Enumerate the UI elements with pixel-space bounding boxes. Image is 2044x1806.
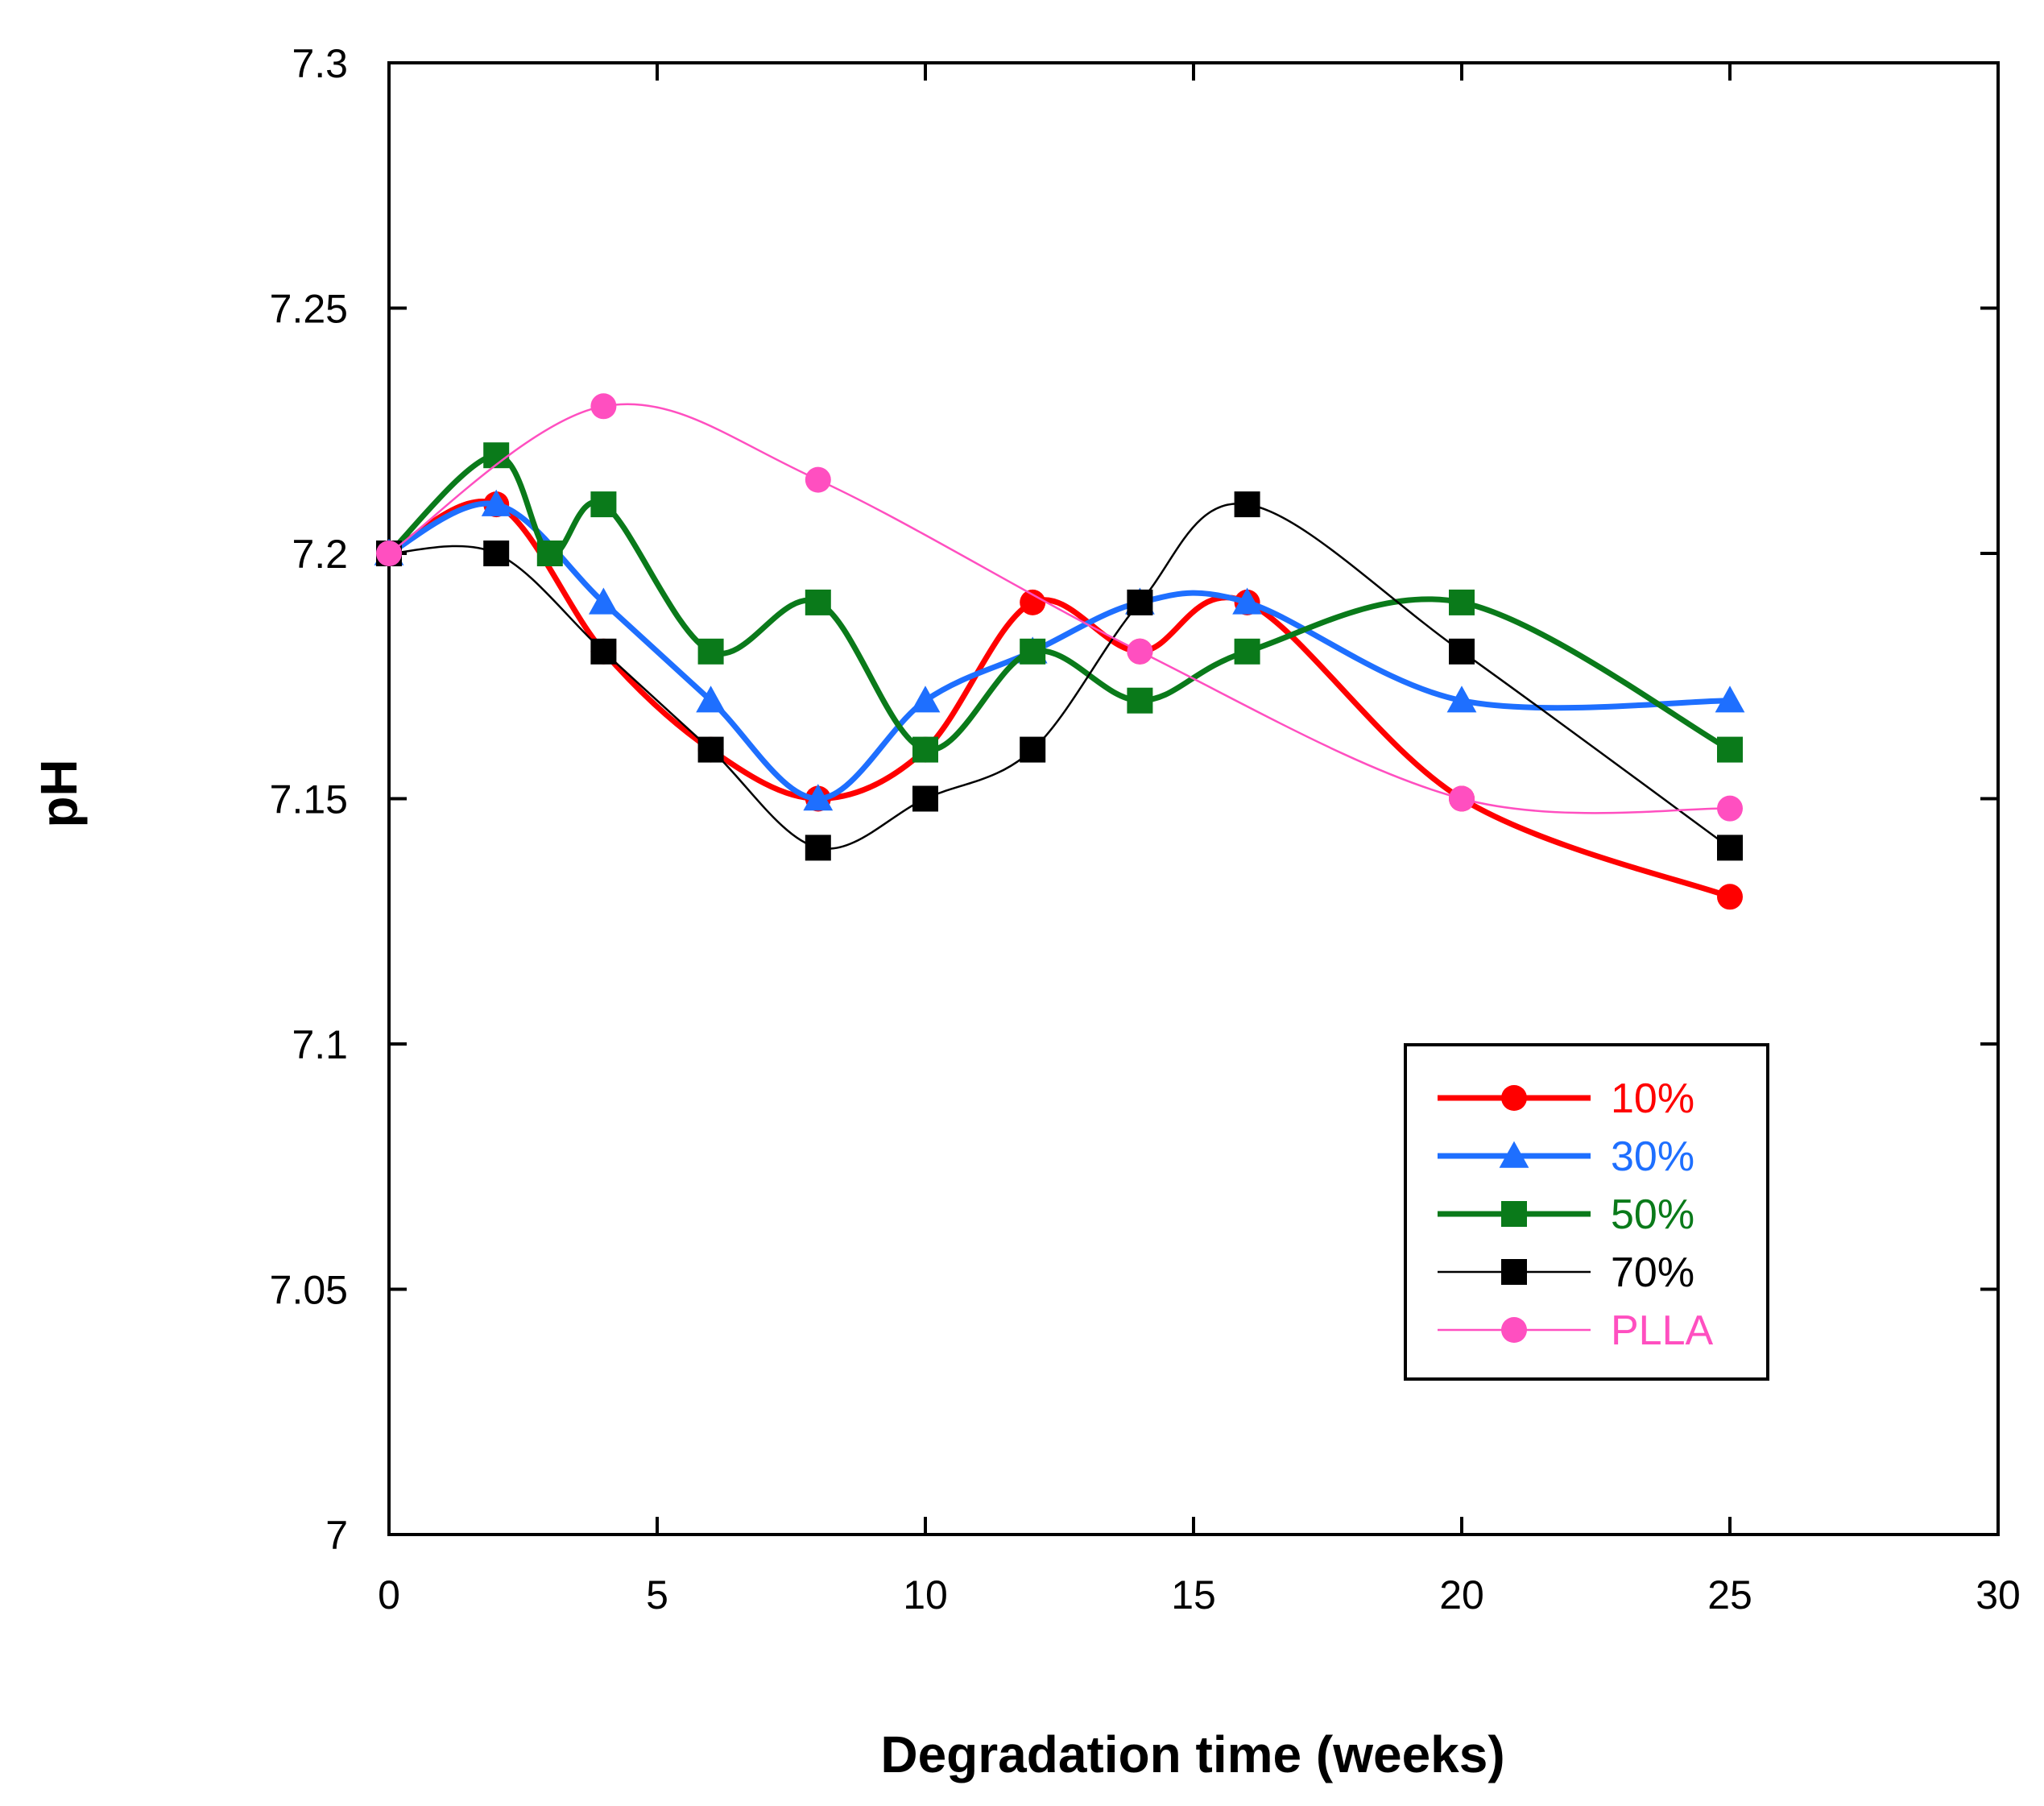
legend-item: 30% <box>1438 1133 1694 1180</box>
x-tick-label: 0 <box>378 1572 400 1618</box>
series-10pct <box>376 491 1743 910</box>
y-axis: 7 7.05 7.1 7.15 7.2 7.25 7.3 <box>270 41 1998 1558</box>
data-point <box>1449 589 1475 615</box>
legend-marker <box>1501 1201 1527 1227</box>
data-point <box>589 587 619 615</box>
x-tick-label: 25 <box>1707 1572 1752 1618</box>
legend-label: 50% <box>1611 1191 1694 1238</box>
legend-item: 50% <box>1438 1191 1694 1238</box>
series-70pct <box>376 491 1743 861</box>
data-point <box>590 638 617 665</box>
y-tick-label: 7.25 <box>270 287 348 332</box>
series-plla <box>376 393 1743 822</box>
y-tick-label: 7.1 <box>292 1022 348 1067</box>
data-point <box>1717 835 1743 861</box>
legend-label: 10% <box>1611 1075 1694 1122</box>
data-point <box>803 784 834 811</box>
data-point <box>1127 589 1153 615</box>
series-layer <box>374 393 1745 910</box>
data-point <box>481 489 511 516</box>
series-line <box>387 502 1732 850</box>
y-tick-label: 7.05 <box>270 1268 348 1313</box>
data-point <box>912 736 938 763</box>
data-point <box>483 541 510 566</box>
data-point <box>1232 587 1262 615</box>
data-point <box>1717 795 1743 822</box>
x-axis: 0 5 10 15 20 25 30 <box>378 63 2021 1618</box>
data-point <box>1715 686 1745 713</box>
x-tick-label: 20 <box>1439 1572 1484 1618</box>
data-point <box>1020 638 1046 665</box>
data-point <box>1449 785 1475 812</box>
series-line <box>386 500 1733 802</box>
data-point <box>1127 687 1153 714</box>
y-tick-label: 7.2 <box>292 532 348 577</box>
legend-item: 70% <box>1438 1249 1694 1296</box>
x-tick-label: 5 <box>646 1572 668 1618</box>
legend-label: PLLA <box>1611 1307 1714 1354</box>
legend-marker <box>1501 1317 1527 1343</box>
x-tick-label: 10 <box>903 1572 948 1618</box>
data-point <box>1020 589 1046 615</box>
data-point <box>1446 686 1477 713</box>
data-point <box>696 686 726 713</box>
data-point <box>697 736 724 763</box>
x-tick-label: 30 <box>1976 1572 2021 1618</box>
series-30pct <box>374 489 1745 811</box>
y-tick-label: 7.15 <box>270 777 348 822</box>
data-point <box>1717 736 1743 763</box>
series-50pct <box>376 442 1743 763</box>
legend-marker <box>1501 1085 1527 1111</box>
data-point <box>910 686 941 713</box>
data-point <box>912 785 938 812</box>
legend: 10% 30% 50% 70% PLLA <box>1404 1043 1769 1381</box>
data-point <box>376 541 402 566</box>
data-point <box>1449 638 1475 665</box>
x-axis-title: Degradation time (weeks) <box>880 1725 1504 1783</box>
legend-item: PLLA <box>1438 1307 1714 1354</box>
data-point <box>1234 491 1260 518</box>
data-point <box>805 589 831 615</box>
data-point <box>1234 638 1260 665</box>
data-point <box>1127 638 1153 665</box>
series-line <box>387 403 1732 814</box>
x-tick-label: 15 <box>1171 1572 1216 1618</box>
data-point <box>590 491 617 518</box>
data-point <box>1020 736 1046 763</box>
data-point <box>805 835 831 861</box>
data-point <box>536 541 563 566</box>
data-point <box>1717 884 1743 910</box>
y-tick-label: 7 <box>325 1513 348 1558</box>
series-line <box>386 499 1733 900</box>
y-tick-label: 7.3 <box>292 41 348 86</box>
data-point <box>590 393 617 420</box>
legend-marker <box>1499 1141 1529 1168</box>
legend-marker <box>1501 1259 1527 1285</box>
data-point <box>697 638 724 665</box>
legend-item: 10% <box>1438 1075 1694 1122</box>
y-axis-title: pH <box>30 759 88 827</box>
legend-label: 70% <box>1611 1249 1694 1296</box>
legend-label: 30% <box>1611 1133 1694 1180</box>
data-point <box>805 466 831 493</box>
